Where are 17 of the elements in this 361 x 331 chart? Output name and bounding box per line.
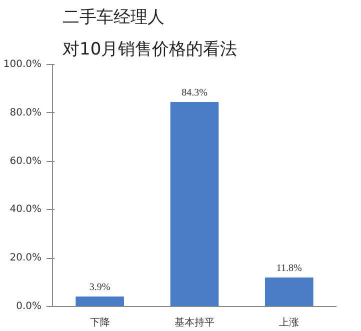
data-label: 84.3% [182, 87, 208, 98]
y-tick-label: 60.0% [10, 156, 42, 167]
x-tick-label: 基本持平 [174, 316, 214, 328]
x-tick-label: 下降 [90, 316, 110, 328]
data-label: 3.9% [89, 282, 110, 294]
bar [76, 296, 124, 306]
y-tick-label: 0.0% [16, 301, 42, 312]
chart-title: 二手车经理人 [62, 8, 164, 28]
y-tick-label: 40.0% [10, 204, 42, 216]
bar [265, 277, 314, 306]
x-tick-label: 上涨 [279, 316, 300, 328]
bar [170, 102, 219, 306]
chart-subtitle: 对10月销售价格的看法 [62, 40, 238, 60]
data-label: 11.8% [276, 262, 302, 274]
y-tick-label: 80.0% [10, 107, 42, 118]
y-tick-label: 20.0% [10, 252, 42, 264]
y-tick-label: 100.0% [3, 59, 42, 70]
